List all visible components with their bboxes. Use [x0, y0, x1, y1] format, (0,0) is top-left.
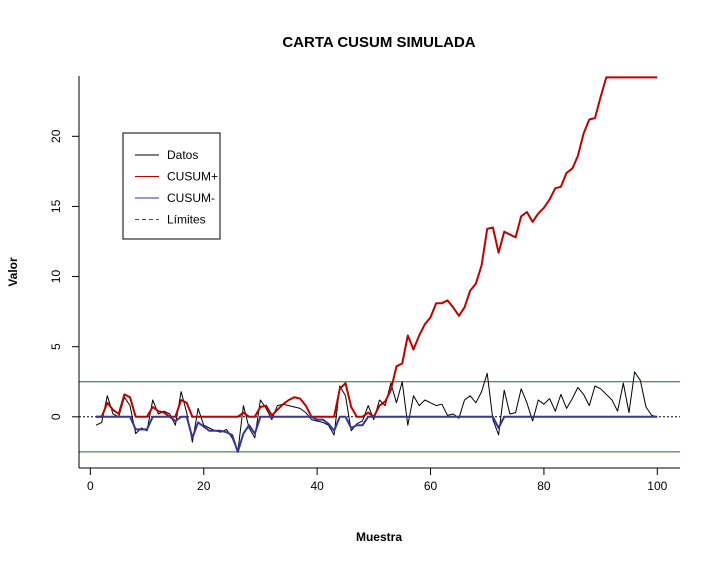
y-tick-label: 15	[49, 199, 63, 213]
y-axis-title: Valor	[6, 257, 20, 287]
legend-box	[122, 132, 221, 240]
x-tick-label: 80	[537, 479, 551, 493]
y-tick-label: 0	[49, 413, 63, 420]
legend-label-datos: Datos	[167, 148, 198, 162]
chart-title: CARTA CUSUM SIMULADA	[282, 34, 475, 51]
x-axis-title: Muestra	[356, 530, 402, 544]
y-axis: 0 5 10 15 20	[49, 76, 80, 468]
x-tick-label: 20	[197, 479, 211, 493]
y-tick-label: 5	[49, 343, 63, 350]
legend-label-cusumminus: CUSUM-	[167, 191, 215, 205]
series-line-cusumplus	[96, 76, 658, 418]
legend-label-cusumplus: CUSUM+	[167, 170, 218, 184]
legend: Datos CUSUM+ CUSUM- Límites	[122, 132, 221, 240]
y-tick-label: 10	[49, 270, 63, 284]
x-axis: 0 20 40 60 80 100	[79, 467, 680, 493]
series-line-cusumminus	[96, 415, 658, 453]
x-tick-label: 40	[310, 479, 324, 493]
x-tick-label: 0	[87, 479, 94, 493]
legend-label-l-mites: Límites	[167, 213, 206, 227]
x-tick-label: 100	[647, 479, 667, 493]
y-tick-label: 20	[49, 129, 63, 143]
x-tick-label: 60	[424, 479, 438, 493]
